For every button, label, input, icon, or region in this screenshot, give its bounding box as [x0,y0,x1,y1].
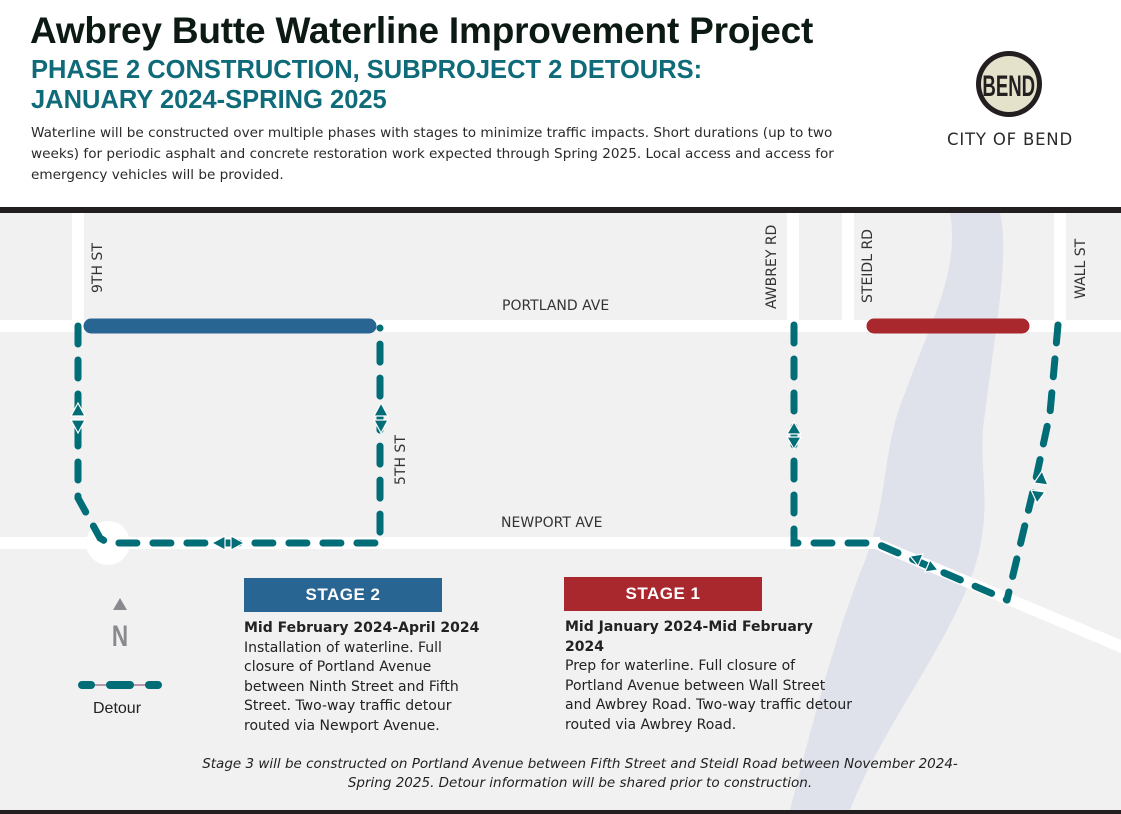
street-label-wall: WALL ST [1073,238,1089,299]
detour-map: N 9TH ST 5TH ST AWBREY RD STEIDL RD WALL… [0,213,1121,810]
stage-2-dates: Mid February 2024-April 2024 [244,620,480,636]
river [790,213,1004,810]
city-of-bend-logo-icon: BEND [976,51,1042,117]
map-graphics: N [0,213,1121,810]
stage-2-description: Mid February 2024-April 2024 Installatio… [244,619,494,736]
legend-detour-label: Detour [93,700,142,717]
stage-1-description: Mid January 2024-Mid February 2024 Prep … [565,618,855,735]
page-title: Awbrey Butte Waterline Improvement Proje… [30,10,814,51]
stage-1-badge: STAGE 1 [564,577,762,611]
street-label-steidl: STEIDL RD [860,229,876,303]
intro-text: Waterline will be constructed over multi… [31,125,834,183]
stage-3-footnote: Stage 3 will be constructed on Portland … [202,756,958,791]
street-label-awbrey: AWBREY RD [764,224,780,309]
stage-1-text: Prep for waterline. Full closure of Port… [565,658,852,733]
svg-text:BEND: BEND [982,70,1035,104]
stage-2-badge: STAGE 2 [244,578,442,612]
logo-text: CITY OF BEND [947,130,1073,149]
subtitle-line-2: JANUARY 2024-SPRING 2025 [31,86,387,114]
street-label-5th: 5TH ST [393,435,409,485]
street-label-portland: PORTLAND AVE [502,298,610,314]
header-divider [0,207,1121,213]
north-arrow-icon [113,598,127,610]
two-way-arrows [69,401,1049,573]
street-label-9th: 9TH ST [90,243,106,293]
header: Awbrey Butte Waterline Improvement Proje… [0,0,1121,207]
footer-divider [0,810,1121,814]
street-label-newport: NEWPORT AVE [501,515,603,531]
stage-2-text: Installation of waterline. Full closure … [244,639,459,734]
stage-1-dates: Mid January 2024-Mid February 2024 [565,619,813,655]
page-subtitle: PHASE 2 CONSTRUCTION, SUBPROJECT 2 DETOU… [31,55,702,115]
detour-legend-icon [78,681,162,689]
subtitle-line-1: PHASE 2 CONSTRUCTION, SUBPROJECT 2 DETOU… [31,56,703,84]
north-arrow-label: N [112,619,128,653]
